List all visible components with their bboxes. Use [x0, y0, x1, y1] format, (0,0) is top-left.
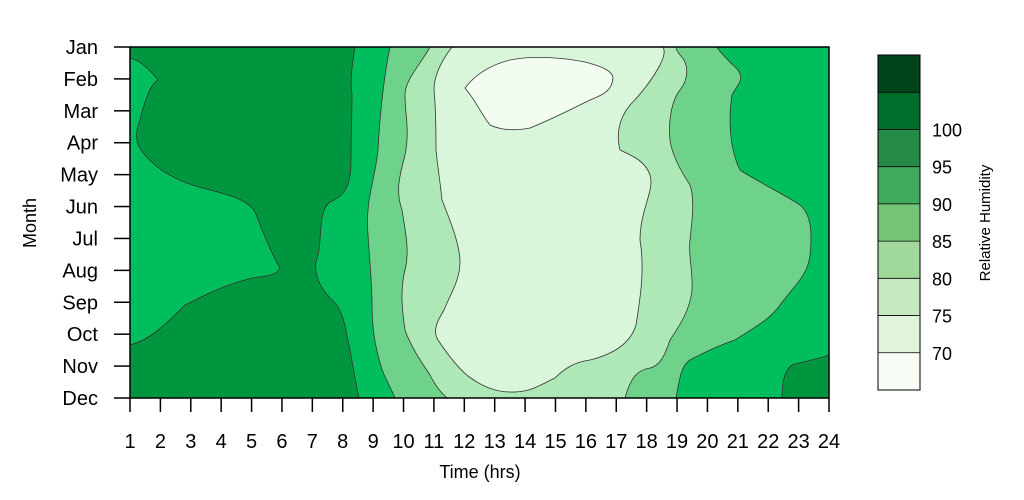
x-axis-title: Time (hrs): [439, 462, 520, 482]
colorbar-band: [878, 55, 920, 93]
y-axis: Jan Feb Mar Apr May Jun Jul Aug Sep Oct Nov Dec: [60, 37, 130, 410]
colorbar-label: 80: [932, 269, 952, 289]
x-tick-label: 9: [368, 431, 379, 453]
x-tick-label: 6: [276, 431, 287, 453]
colorbar-band: [878, 166, 920, 204]
x-tick-label: 1: [124, 431, 135, 453]
x-tick-label: 16: [575, 431, 597, 453]
plot-frame: [129, 46, 830, 399]
contour-band-90-95-left: [130, 47, 360, 398]
y-tick-label: Jan: [66, 37, 98, 59]
x-tick-label: 20: [696, 431, 718, 453]
x-tick-label: 5: [246, 431, 257, 453]
y-tick-label: Dec: [62, 388, 98, 410]
colorbar-frame: [877, 54, 921, 391]
x-tick-label: 19: [666, 431, 688, 453]
x-tick-label: 23: [787, 431, 809, 453]
x-tick-label: 14: [514, 431, 536, 453]
colorbar-band: [878, 241, 920, 279]
x-tick-label: 17: [605, 431, 627, 453]
x-tick-label: 11: [424, 431, 445, 453]
colorbar-label: 100: [932, 120, 962, 140]
x-tick-label: 24: [818, 431, 840, 453]
x-tick-label: 8: [337, 431, 348, 453]
x-axis: 1 2 3 4 5 6 7 8 9 10 11 12 13 14 15 16 17 18 19 20 21 22 23 24: [124, 398, 840, 453]
colorbar: 70 75 80 85 90 95 100: [877, 54, 962, 391]
contour-band-70-75: [433, 47, 665, 393]
x-tick-label: 7: [307, 431, 318, 453]
colorbar-label: 90: [932, 195, 952, 215]
x-tick-label: 15: [544, 431, 566, 453]
x-tick-label: 3: [185, 431, 196, 453]
y-tick-label: Nov: [62, 356, 98, 378]
x-tick-label: 22: [757, 431, 779, 453]
colorbar-label: 95: [932, 158, 952, 178]
y-axis-title: Month: [20, 198, 40, 248]
colorbar-label: 75: [932, 307, 952, 327]
x-tick-label: 13: [484, 431, 506, 453]
y-tick-label: Jul: [72, 228, 98, 250]
x-tick-label: 18: [636, 431, 658, 453]
y-tick-label: Mar: [64, 101, 99, 123]
contour-band-below-70: [464, 57, 614, 131]
x-tick-label: 2: [155, 431, 166, 453]
colorbar-band: [878, 278, 920, 316]
x-tick-label: 10: [392, 431, 414, 453]
colorbar-band: [878, 315, 920, 353]
x-tick-label: 21: [727, 431, 749, 453]
y-tick-label: May: [60, 165, 98, 187]
y-tick-label: Apr: [67, 133, 98, 155]
colorbar-title: Relative Humidity: [977, 164, 994, 281]
y-tick-label: Feb: [64, 69, 98, 91]
plot-area: [130, 47, 829, 398]
y-tick-label: Sep: [62, 292, 98, 314]
y-tick-label: Jun: [66, 197, 98, 219]
x-tick-label: 4: [216, 431, 227, 453]
x-tick-label: 12: [453, 431, 475, 453]
y-tick-label: Aug: [62, 260, 98, 282]
colorbar-label: 70: [932, 344, 952, 364]
colorbar-band: [878, 203, 920, 242]
colorbar-band: [878, 352, 920, 390]
y-tick-label: Oct: [67, 324, 99, 346]
contour-band-90-95-right: [781, 354, 829, 398]
colorbar-label: 85: [932, 232, 952, 252]
colorbar-band: [878, 92, 920, 130]
colorbar-band: [878, 129, 920, 167]
